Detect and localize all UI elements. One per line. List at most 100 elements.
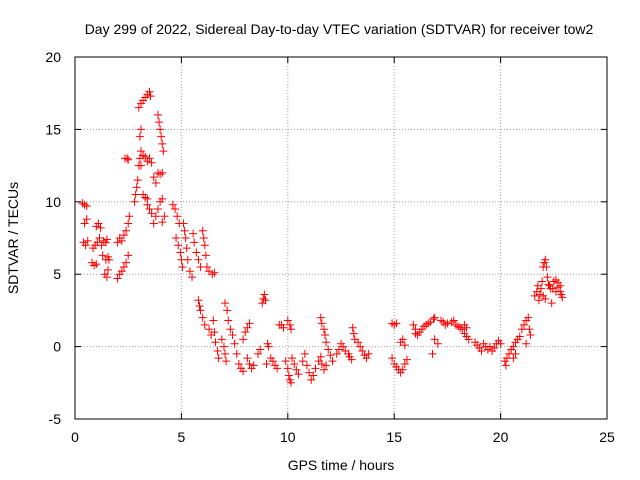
data-point bbox=[286, 378, 295, 387]
data-point bbox=[543, 273, 552, 282]
data-point bbox=[153, 205, 162, 214]
data-point bbox=[290, 359, 299, 368]
data-point bbox=[176, 248, 185, 257]
data-point bbox=[159, 147, 168, 156]
data-point bbox=[158, 168, 167, 177]
data-point bbox=[151, 178, 160, 187]
data-point bbox=[157, 132, 166, 141]
data-point bbox=[388, 354, 397, 363]
data-point bbox=[214, 354, 223, 363]
data-point bbox=[192, 248, 201, 257]
data-point bbox=[430, 335, 439, 344]
data-point bbox=[124, 219, 133, 228]
data-point bbox=[94, 219, 103, 228]
data-point bbox=[210, 328, 219, 337]
data-point bbox=[145, 205, 154, 214]
y-tick-label: 10 bbox=[45, 194, 61, 210]
data-point bbox=[443, 319, 452, 328]
data-point bbox=[239, 367, 248, 376]
data-point bbox=[462, 323, 471, 332]
data-point bbox=[122, 258, 131, 267]
data-point bbox=[316, 352, 325, 361]
data-point bbox=[119, 231, 128, 240]
data-point bbox=[321, 331, 330, 340]
data-point bbox=[542, 262, 551, 271]
data-point bbox=[524, 313, 533, 322]
data-point bbox=[537, 284, 546, 293]
data-point bbox=[348, 323, 357, 332]
data-point bbox=[437, 316, 446, 325]
data-point bbox=[81, 241, 90, 250]
data-point bbox=[230, 339, 239, 348]
data-point bbox=[117, 236, 126, 245]
data-point bbox=[441, 320, 450, 329]
data-point bbox=[143, 194, 152, 203]
data-point bbox=[80, 200, 89, 209]
data-point bbox=[307, 375, 316, 384]
data-point bbox=[490, 344, 499, 353]
data-point bbox=[132, 183, 141, 192]
y-axis-label: SDTVAR / TECUs bbox=[5, 182, 21, 294]
data-point bbox=[133, 176, 142, 185]
data-point bbox=[261, 296, 270, 305]
data-point bbox=[429, 315, 438, 324]
data-point bbox=[174, 241, 183, 250]
x-tick-label: 15 bbox=[386, 429, 402, 445]
data-point bbox=[188, 273, 197, 282]
data-point bbox=[134, 103, 143, 112]
data-point bbox=[131, 190, 140, 199]
y-tick-label: 20 bbox=[45, 49, 61, 65]
data-point bbox=[209, 316, 218, 325]
data-point bbox=[199, 234, 208, 242]
data-point bbox=[145, 87, 154, 96]
data-point bbox=[547, 299, 556, 308]
data-point bbox=[196, 306, 205, 315]
data-point bbox=[358, 346, 367, 355]
data-point bbox=[213, 346, 222, 355]
data-point bbox=[151, 212, 160, 221]
data-point bbox=[136, 147, 145, 156]
data-point bbox=[219, 342, 228, 351]
data-point bbox=[538, 277, 547, 286]
data-point bbox=[149, 173, 158, 182]
data-point bbox=[525, 325, 534, 334]
data-point bbox=[153, 110, 162, 119]
data-point bbox=[205, 325, 214, 334]
data-point bbox=[409, 320, 418, 329]
data-point bbox=[334, 345, 343, 354]
data-point bbox=[198, 313, 207, 322]
data-point bbox=[141, 193, 150, 202]
data-point bbox=[356, 342, 365, 351]
data-point bbox=[158, 218, 167, 227]
data-point bbox=[190, 238, 199, 247]
data-point bbox=[119, 262, 128, 271]
data-point bbox=[99, 236, 108, 245]
data-point bbox=[82, 215, 91, 224]
data-point bbox=[283, 364, 292, 373]
data-point bbox=[509, 342, 518, 351]
data-point bbox=[520, 320, 529, 329]
data-point bbox=[558, 293, 567, 302]
data-point bbox=[447, 317, 456, 326]
data-point bbox=[222, 357, 231, 366]
tick-labels: 0 5 10 15 20 25 -5 0 5 10 15 20 bbox=[45, 49, 615, 445]
data-point bbox=[319, 365, 328, 374]
axis-ticks bbox=[74, 56, 608, 420]
data-point bbox=[98, 251, 107, 260]
data-point bbox=[362, 354, 371, 363]
data-point bbox=[398, 365, 407, 374]
data-point bbox=[147, 209, 156, 218]
data-point bbox=[136, 125, 145, 134]
data-point bbox=[430, 313, 439, 322]
data-point bbox=[102, 235, 111, 244]
data-point bbox=[228, 331, 237, 340]
data-point bbox=[83, 236, 92, 245]
y-tick-label: 0 bbox=[53, 339, 61, 355]
data-point bbox=[182, 244, 191, 253]
data-point bbox=[549, 277, 558, 286]
data-point bbox=[232, 349, 241, 358]
x-axis-label: GPS time / hours bbox=[288, 457, 395, 473]
data-point bbox=[398, 335, 407, 344]
x-tick-label: 20 bbox=[493, 429, 509, 445]
data-point bbox=[259, 294, 268, 303]
